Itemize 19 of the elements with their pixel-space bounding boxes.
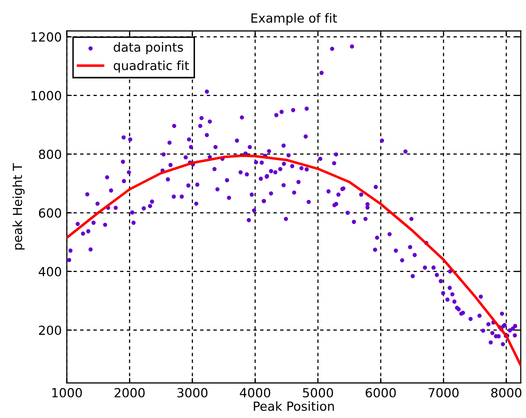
y-tick-label: 400 [38, 266, 62, 276]
x-tick-label: 5000 [303, 388, 334, 398]
y-tick-label: 800 [38, 150, 62, 160]
x-tick-label: 2000 [114, 388, 145, 398]
legend-label: data points [114, 42, 183, 54]
x-tick-label: 6000 [366, 388, 396, 398]
y-tick-label: 200 [39, 326, 62, 336]
x-tick-label: 3000 [177, 388, 208, 398]
x-tick-label: 7000 [428, 388, 459, 398]
legend-label: quadratic fit [114, 60, 189, 73]
y-tick-label: 1000 [32, 90, 62, 100]
y-tick-label: 600 [38, 208, 62, 218]
chart-title: Example of fit [252, 13, 337, 26]
y-axis-title: peak Height T [12, 163, 25, 250]
x-tick-label: 1000 [52, 388, 82, 398]
y-tick-label: 1200 [32, 32, 62, 42]
x-tick-label: 8000 [491, 388, 522, 398]
x-axis-title: Peak Position [254, 401, 334, 411]
x-tick-label: 4000 [240, 388, 270, 398]
